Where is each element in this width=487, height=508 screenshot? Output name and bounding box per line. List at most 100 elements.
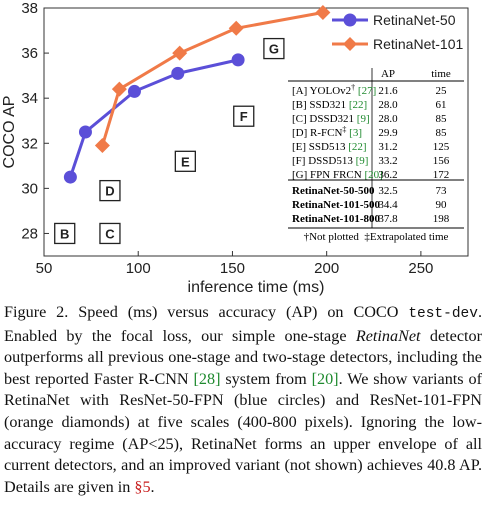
table-row-label: [B] SSD321 [22] xyxy=(292,99,367,111)
data-point-retinanet-50 xyxy=(171,66,185,80)
x-axis-label: inference time (ms) xyxy=(188,279,325,296)
table-cell-ap: 29.9 xyxy=(378,127,398,139)
point-label-box xyxy=(54,222,76,245)
caption-text-5: . We show variants of RetinaNet with Res… xyxy=(4,369,482,496)
table-bold-cell-ap: 34.4 xyxy=(378,199,398,211)
data-point-retinanet-101 xyxy=(111,81,127,97)
table-cell-time: 172 xyxy=(433,169,450,181)
data-point-retinanet-101 xyxy=(94,138,110,154)
x-axis-ticks: 50 100 150 200 250 xyxy=(36,251,433,277)
table-row-label: [A] YOLOv2† [27] xyxy=(292,83,376,97)
data-point-retinanet-50 xyxy=(63,170,77,184)
point-label-text: F xyxy=(240,109,248,124)
x-tick-label: 250 xyxy=(408,260,433,277)
table-header-time: time xyxy=(431,68,451,80)
data-point-retinanet-50 xyxy=(78,125,92,139)
x-tick-label: 150 xyxy=(220,260,245,277)
y-axis-label: COCO AP xyxy=(1,96,18,169)
table-row-citation: [27] xyxy=(355,85,376,97)
table-row-method: [B] SSD321 xyxy=(292,99,346,111)
y-tick-label: 32 xyxy=(21,135,38,152)
y-tick-label: 28 xyxy=(21,225,38,242)
data-point-retinanet-101 xyxy=(172,45,188,61)
table-row-method: [E] SSD513 xyxy=(292,141,346,153)
table-row-method: [D] R-FCN xyxy=(292,127,342,139)
caption-citation-20[interactable]: [20] xyxy=(311,369,339,388)
table-row-label: [D] R-FCN‡ [3] xyxy=(292,125,362,139)
table-row-label: [G] FPN FRCN [20] xyxy=(292,169,383,181)
table-cell-time: 85 xyxy=(436,127,448,139)
table-row-label: [F] DSSD513 [9] xyxy=(292,155,368,167)
point-label-text: G xyxy=(269,42,279,57)
legend: RetinaNet-50 RetinaNet-101 xyxy=(332,12,463,52)
table-bold-cell-ap: 37.8 xyxy=(378,213,398,225)
table-row-label: [C] DSSD321 [9] xyxy=(292,113,370,125)
point-label-box xyxy=(99,179,121,202)
table-row-method: [G] FPN FRCN xyxy=(292,169,362,181)
y-tick-label: 34 xyxy=(21,90,38,107)
data-point-retinanet-50 xyxy=(127,84,141,98)
table-cell-time: 61 xyxy=(436,99,447,111)
table-cell-ap: 31.2 xyxy=(378,141,397,153)
point-label-box xyxy=(233,105,255,127)
x-tick-label: 100 xyxy=(126,260,151,277)
caption-code: test-dev xyxy=(408,306,478,322)
table-cell-ap: 21.6 xyxy=(378,85,398,97)
table-footnote: †Not plotted ‡Extrapolated time xyxy=(304,231,449,243)
y-tick-label: 36 xyxy=(21,45,38,62)
data-point-retinanet-101 xyxy=(228,20,244,36)
table-bold-row-label: RetinaNet-101-800 xyxy=(292,213,380,225)
table-rows: [A] YOLOv2† [27] 21.6 25 [B] SSD321 [22] 28.… xyxy=(292,83,450,181)
table-cell-time: 85 xyxy=(436,113,448,125)
legend-label-retinanet-101: RetinaNet-101 xyxy=(373,36,463,52)
caption-section-link[interactable]: §5 xyxy=(134,477,151,496)
caption-text-3: detector outperforms all previous one-st… xyxy=(4,326,482,388)
table-bold-cell-time: 198 xyxy=(433,213,450,225)
y-tick-label: 30 xyxy=(21,180,38,197)
data-point-retinanet-101 xyxy=(315,5,331,21)
table-row-method: [C] DSSD321 xyxy=(292,113,354,125)
table-row-footnote-mark: † xyxy=(351,83,355,92)
speed-accuracy-chart: 28 30 32 34 36 38 50 100 150 200 250 inference ti… xyxy=(1,0,469,296)
caption-citation-28[interactable]: [28] xyxy=(193,369,221,388)
table-row-footnote-mark: ‡ xyxy=(342,125,346,134)
table-row-method: [F] DSSD513 xyxy=(292,155,353,167)
table-bold-row-label: RetinaNet-50-500 xyxy=(292,185,375,197)
table-bold-row-label: RetinaNet-101-500 xyxy=(292,199,380,211)
table-bold-cell-time: 73 xyxy=(436,185,448,197)
table-row-method: [A] YOLOv2 xyxy=(292,85,351,97)
table-row-citation: [22] xyxy=(346,99,367,111)
y-axis-ticks: 28 30 32 34 36 38 xyxy=(21,0,49,242)
table-cell-time: 156 xyxy=(433,155,450,167)
table-bold-cell-time: 90 xyxy=(436,199,448,211)
point-label-box xyxy=(263,37,285,60)
table-row-citation: [9] xyxy=(354,113,370,125)
table-cell-time: 25 xyxy=(436,85,448,97)
x-tick-label: 50 xyxy=(36,260,53,277)
legend-marker-retinanet-101 xyxy=(343,37,357,51)
caption-emphasis: RetinaNet xyxy=(355,326,421,345)
table-cell-ap: 28.0 xyxy=(378,113,398,125)
point-label-text: E xyxy=(181,154,190,169)
table-cell-time: 125 xyxy=(433,141,450,153)
legend-label-retinanet-50: RetinaNet-50 xyxy=(373,12,456,28)
detector-point-labels: B C D E F G xyxy=(54,37,285,245)
results-table: AP time [A] YOLOv2† [27] 21.6 25 [B] SSD321… xyxy=(288,68,464,243)
point-label-text: D xyxy=(105,184,114,199)
caption-text-2: . Enabled by the focal loss, our simple … xyxy=(4,303,482,345)
table-bold-rows: RetinaNet-50-500 32.5 73RetinaNet-101-5003… xyxy=(292,185,450,225)
table-row-citation: [3] xyxy=(346,127,362,139)
table-row-citation: [22] xyxy=(345,141,366,153)
plot-area xyxy=(43,7,469,257)
table-cell-ap: 36.2 xyxy=(378,169,397,181)
caption-text-6: . xyxy=(150,477,155,496)
data-point-retinanet-50 xyxy=(231,53,245,67)
point-label-box xyxy=(99,222,121,245)
table-bold-cell-ap: 32.5 xyxy=(378,185,398,197)
legend-marker-retinanet-50 xyxy=(343,13,357,27)
caption-text-4: system from xyxy=(220,369,312,388)
table-row-label: [E] SSD513 [22] xyxy=(292,141,367,153)
figure-caption: Figure 2. Speed (ms) versus accuracy (AP… xyxy=(4,302,482,498)
caption-text-1: Figure 2. Speed (ms) versus accuracy (AP… xyxy=(4,303,409,321)
point-label-box xyxy=(174,150,196,172)
